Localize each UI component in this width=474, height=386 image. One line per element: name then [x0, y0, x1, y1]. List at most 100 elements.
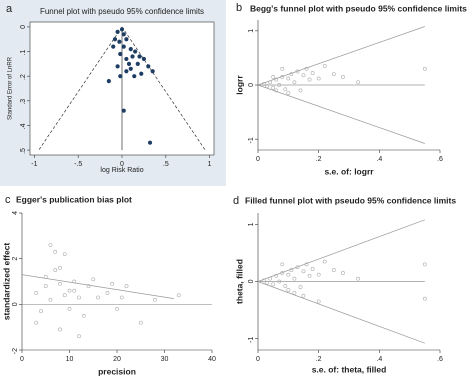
data-point — [119, 27, 125, 32]
data-point — [137, 54, 142, 59]
y-tick-label: .3 — [20, 99, 27, 105]
x-tick-label: .6 — [437, 356, 443, 363]
data-point — [307, 77, 312, 82]
x-tick-label: 0 — [256, 356, 260, 363]
data-point — [124, 284, 129, 288]
x-axis-title: log Risk Ratio — [100, 167, 143, 174]
data-point — [43, 284, 48, 288]
data-point — [86, 284, 91, 288]
data-point — [316, 76, 321, 81]
data-point — [53, 268, 58, 272]
panel-label: d — [233, 195, 239, 207]
data-point — [106, 79, 111, 84]
y-axis-title: theta, filled — [234, 259, 244, 304]
panel-label: b — [236, 2, 242, 14]
data-point — [72, 288, 77, 293]
x-axis-title: s.e. of: logrr — [324, 166, 374, 176]
data-point — [77, 334, 81, 339]
reference-line — [21, 274, 175, 299]
y-axis-title: logrr — [234, 75, 244, 95]
x-axis-title: precision — [98, 366, 136, 376]
data-point — [304, 262, 309, 267]
data-point — [128, 66, 133, 71]
x-tick-label: 30 — [161, 356, 169, 363]
data-point — [316, 272, 321, 277]
data-point — [286, 76, 291, 81]
data-point — [132, 74, 137, 79]
data-point — [39, 309, 43, 314]
chart-title: Begg's funnel plot with pseudo 95% confi… — [250, 3, 467, 13]
data-point — [91, 277, 96, 282]
data-point — [283, 87, 288, 92]
x-tick-label: 10 — [66, 356, 74, 363]
data-point — [53, 249, 58, 254]
data-point — [124, 69, 129, 74]
data-point — [310, 71, 315, 75]
data-point — [274, 77, 279, 82]
data-point — [301, 269, 306, 274]
y-tick-label: -2 — [12, 348, 19, 354]
data-point — [286, 91, 291, 96]
data-point — [135, 61, 140, 66]
data-point — [422, 262, 427, 267]
data-point — [322, 64, 327, 68]
data-point — [286, 272, 291, 277]
data-point — [105, 291, 110, 295]
y-tick-label: .5 — [20, 148, 27, 154]
x-tick-label: 40 — [208, 356, 216, 363]
data-point — [58, 265, 62, 270]
data-point — [268, 80, 273, 85]
x-tick-label: 0 — [20, 356, 24, 363]
data-point — [96, 295, 100, 300]
x-tick-label: 0 — [256, 156, 260, 163]
data-point — [124, 37, 129, 42]
y-tick-label: 0 — [248, 279, 255, 283]
data-point — [147, 140, 153, 145]
data-point — [268, 276, 273, 281]
data-point — [292, 276, 297, 281]
data-point — [58, 281, 62, 286]
y-tick-label: .4 — [20, 123, 27, 129]
data-point — [72, 279, 77, 284]
data-point — [301, 73, 306, 78]
data-point — [139, 71, 144, 76]
data-point — [153, 297, 157, 302]
data-point — [292, 80, 297, 85]
x-tick-label: -1 — [31, 161, 37, 168]
data-point — [295, 69, 300, 74]
reference-line — [257, 26, 425, 86]
y-axis-title: Standard Error of LnRR — [8, 56, 14, 120]
data-point — [138, 320, 143, 325]
data-point — [283, 284, 288, 288]
y-tick-label: 0 — [12, 302, 19, 306]
data-point — [301, 293, 306, 298]
data-point — [274, 88, 279, 93]
data-point — [58, 327, 62, 332]
data-point — [77, 295, 81, 300]
x-tick-label: 0 — [120, 161, 124, 168]
y-tick-label: 4 — [12, 211, 19, 215]
data-point — [43, 275, 48, 279]
reference-line — [257, 281, 425, 344]
x-tick-label: .5 — [163, 161, 169, 168]
data-point — [307, 273, 312, 278]
data-point — [176, 293, 181, 298]
data-point — [62, 293, 67, 298]
x-tick-label: .6 — [437, 156, 443, 163]
chart-title: Egger's publication bias plot — [16, 194, 132, 204]
data-point — [150, 69, 155, 74]
data-point — [133, 49, 138, 54]
chart-title: Funnel plot with pseudo 95% confidence l… — [40, 7, 204, 16]
data-point — [34, 291, 39, 295]
x-tick-label: -.5 — [74, 161, 82, 168]
y-tick-label: -1 — [248, 336, 255, 342]
data-point — [341, 271, 345, 275]
data-point — [280, 262, 285, 267]
data-point — [111, 44, 116, 49]
chart-title: Filled funnel plot with pseudo 95% confi… — [245, 195, 456, 205]
data-point — [277, 279, 282, 284]
y-tick-label: .2 — [20, 74, 27, 80]
data-point — [422, 296, 427, 301]
data-point — [121, 44, 126, 49]
